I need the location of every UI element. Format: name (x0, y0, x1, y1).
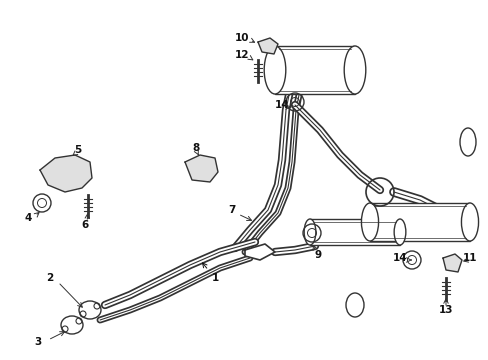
Ellipse shape (393, 219, 405, 245)
Ellipse shape (361, 203, 378, 241)
Text: 12: 12 (234, 50, 249, 60)
Text: 8: 8 (192, 143, 199, 153)
Bar (274, 46, 354, 94)
Ellipse shape (79, 301, 101, 319)
Text: 6: 6 (81, 220, 88, 230)
Polygon shape (184, 155, 218, 182)
Text: 14: 14 (392, 253, 407, 263)
Polygon shape (244, 244, 274, 260)
Text: 3: 3 (34, 337, 41, 347)
Text: 11: 11 (462, 253, 476, 263)
Polygon shape (442, 254, 461, 272)
Ellipse shape (344, 46, 365, 94)
Ellipse shape (304, 219, 315, 245)
Text: 2: 2 (46, 273, 54, 283)
Bar (369, 203, 469, 241)
Ellipse shape (264, 46, 285, 94)
Ellipse shape (61, 316, 83, 334)
Polygon shape (40, 155, 92, 192)
Text: 10: 10 (234, 33, 249, 43)
Bar (309, 219, 399, 245)
Ellipse shape (346, 293, 363, 317)
Text: 9: 9 (314, 250, 321, 260)
Text: 5: 5 (74, 145, 81, 155)
Polygon shape (258, 38, 278, 54)
Text: 7: 7 (228, 205, 235, 215)
Text: 4: 4 (24, 213, 32, 223)
Text: 13: 13 (438, 305, 452, 315)
Text: 1: 1 (202, 263, 218, 283)
Ellipse shape (461, 203, 478, 241)
Text: 14: 14 (274, 100, 289, 110)
Ellipse shape (459, 128, 475, 156)
